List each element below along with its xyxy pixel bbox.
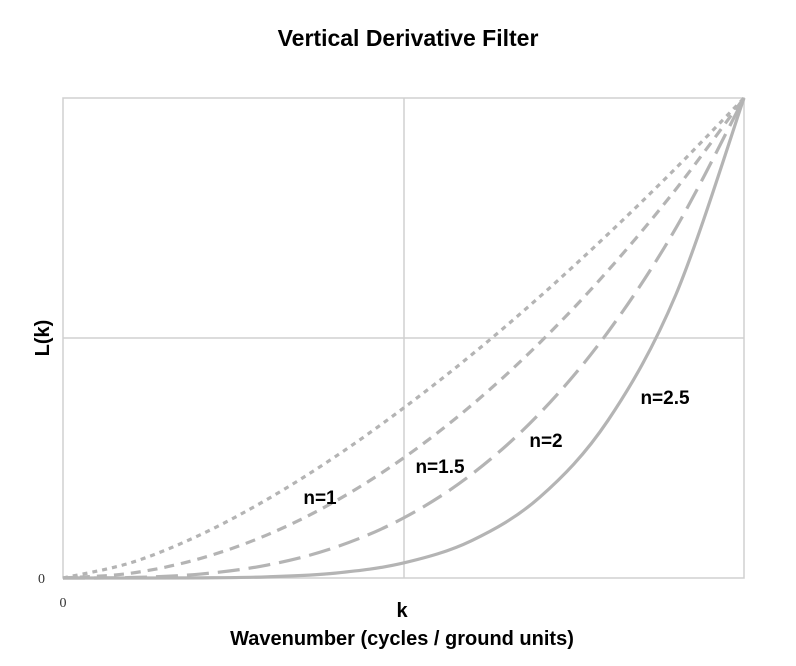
x-axis-label: Wavenumber (cycles / ground units)	[230, 628, 574, 650]
x-tick-label: 0	[60, 596, 67, 611]
series-label-n1: n=1	[303, 488, 337, 509]
series-line-n-2	[62, 97, 746, 580]
y-tick-label: 0	[38, 572, 45, 587]
series-label-n2: n=2	[529, 431, 562, 452]
series-line-n-1	[62, 96, 746, 580]
chart-title: Vertical Derivative Filter	[278, 25, 539, 51]
series-line-n-1-5	[62, 97, 746, 580]
y-axis-label: L(k)	[32, 320, 54, 357]
series-layer	[62, 96, 746, 580]
series-label-n2-5: n=2.5	[640, 388, 690, 409]
x-axis-symbol: k	[396, 600, 408, 622]
series-label-n1-5: n=1.5	[415, 457, 465, 478]
series-line-n-2-5	[62, 97, 746, 580]
